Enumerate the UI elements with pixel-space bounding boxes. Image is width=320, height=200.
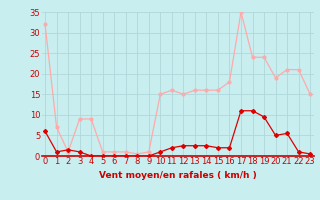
- X-axis label: Vent moyen/en rafales ( km/h ): Vent moyen/en rafales ( km/h ): [99, 171, 256, 180]
